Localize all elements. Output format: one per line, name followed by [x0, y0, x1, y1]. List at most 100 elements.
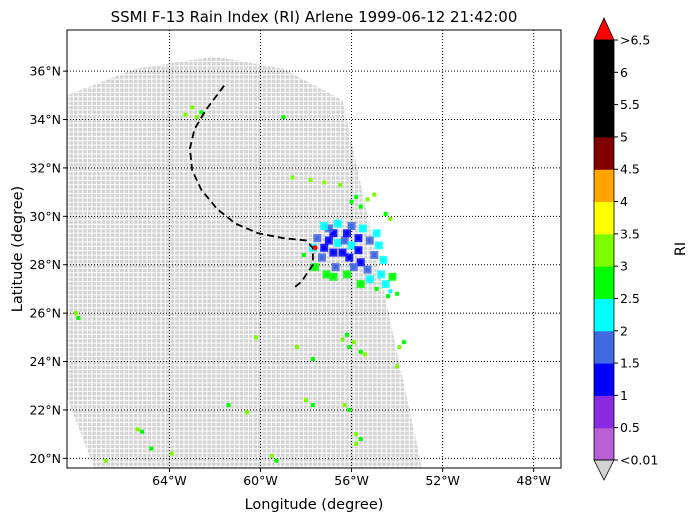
rain-pixel — [354, 246, 363, 255]
rain-pixel — [338, 248, 347, 257]
colorbar-tick-label: 0.5 — [620, 420, 640, 435]
latitude-tick-label: 30°N — [29, 209, 61, 224]
rain-pixel — [356, 258, 365, 267]
colorbar-tick-label: 4 — [620, 194, 628, 209]
rain-pixel — [281, 115, 286, 120]
colorbar-segment — [594, 363, 614, 396]
rain-pixel — [354, 441, 359, 446]
rain-pixel — [386, 294, 390, 299]
rain-pixel — [354, 432, 359, 437]
rain-pixel — [365, 275, 374, 284]
rain-pixel — [388, 216, 393, 221]
storm-center-marker — [312, 245, 318, 251]
rain-pixel — [226, 403, 231, 408]
rain-pixel — [377, 270, 386, 279]
rain-index-pixels — [74, 105, 406, 463]
colorbar-tick-label: 3 — [620, 259, 628, 274]
colorbar-tick-label: 3.5 — [620, 226, 640, 241]
colorbar-tick-label: 5.5 — [620, 97, 640, 112]
rain-pixel — [395, 364, 400, 369]
colorbar-tick-label: <0.01 — [620, 453, 658, 468]
rain-pixel — [199, 110, 204, 115]
rain-pixel — [324, 224, 333, 233]
rain-pixel — [397, 345, 402, 349]
rain-pixel — [365, 236, 374, 245]
rain-pixel — [381, 280, 390, 289]
colorbar-segment — [594, 298, 614, 332]
rain-pixel — [310, 357, 315, 362]
colorbar-tick-label: 1.5 — [620, 356, 640, 371]
rain-pixel — [358, 224, 367, 233]
rain-pixel — [329, 272, 338, 281]
rain-pixel — [322, 180, 327, 185]
rain-pixel — [140, 429, 145, 434]
rain-pixel — [343, 270, 351, 279]
latitude-tick-label: 20°N — [29, 451, 61, 466]
rain-pixel — [329, 248, 338, 257]
latitude-tick-label: 22°N — [29, 402, 61, 417]
rain-pixel — [135, 427, 140, 432]
y-axis-label: Latitude (degree) — [10, 186, 26, 312]
colorbar-segment — [594, 136, 614, 170]
rain-pixel — [329, 229, 338, 238]
rain-pixel — [347, 241, 356, 250]
colorbar-segment — [594, 201, 614, 235]
longitude-tick-label: 48°W — [516, 473, 551, 488]
rain-pixel — [294, 345, 299, 349]
map-title: SSMI F-13 Rain Index (RI) Arlene 1999-06… — [111, 8, 518, 26]
colorbar-tick-label: 2.5 — [620, 291, 640, 306]
rain-pixel — [313, 234, 322, 243]
rain-pixel — [76, 316, 81, 320]
rain-pixel — [320, 222, 329, 230]
rain-pixel — [338, 182, 343, 187]
rain-pixel — [149, 446, 154, 451]
colorbar-tick-label: >6.5 — [620, 33, 650, 48]
colorbar-tick-label: 4.5 — [620, 162, 640, 177]
rain-pixel — [358, 437, 363, 441]
latitude-tick-label: 34°N — [29, 112, 61, 127]
rain-pixel — [331, 263, 340, 272]
colorbar-tick-label: 6 — [620, 65, 628, 80]
rain-pixel — [372, 229, 381, 238]
rain-pixel — [347, 222, 356, 230]
rain-pixel — [370, 251, 379, 259]
latitude-tick-label: 36°N — [29, 64, 61, 79]
rain-pixel — [374, 241, 383, 250]
rain-pixel — [358, 204, 363, 209]
rain-pixel — [290, 175, 295, 180]
rain-pixel — [358, 349, 363, 354]
latitude-tick-label: 32°N — [29, 160, 61, 175]
storm-track-line — [188, 85, 314, 290]
map-plot-area — [66, 29, 562, 469]
rain-pixel — [347, 407, 352, 412]
rain-pixel — [343, 229, 351, 238]
colorbar-extend-bottom — [593, 459, 615, 481]
rain-pixel — [388, 272, 397, 281]
longitude-tick-label: 56°W — [334, 473, 369, 488]
plot-frame — [66, 29, 562, 469]
rain-pixel — [310, 403, 315, 408]
rain-pixel — [74, 311, 79, 316]
colorbar-segment — [594, 104, 614, 138]
rain-pixel — [304, 398, 308, 403]
rain-pixel — [333, 219, 342, 228]
rain-pixel — [363, 352, 368, 357]
rain-pixel — [103, 458, 108, 463]
colorbar-tick-label: 1 — [620, 388, 628, 403]
rain-pixel — [190, 105, 195, 110]
colorbar-segment — [594, 169, 614, 203]
rain-pixel — [379, 255, 388, 264]
rain-pixel — [322, 270, 331, 279]
rain-pixel — [365, 197, 370, 202]
colorbar-segment — [594, 72, 614, 106]
rain-pixel — [372, 192, 377, 197]
rain-pixel — [320, 243, 329, 252]
rain-pixel — [363, 265, 372, 274]
rain-pixel — [342, 403, 347, 408]
swath-area — [67, 56, 423, 468]
rain-pixel — [349, 263, 358, 272]
rain-pixel — [183, 112, 188, 117]
longitude-tick-label: 60°W — [243, 473, 278, 488]
rain-pixel — [308, 178, 313, 182]
